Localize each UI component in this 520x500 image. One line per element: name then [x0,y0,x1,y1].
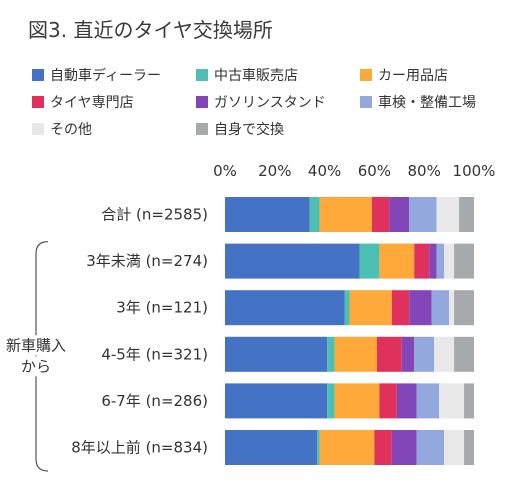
x-tick-label: 100% [453,162,496,180]
bar-segment [319,430,375,465]
bar-segment [225,336,328,372]
bar-segment [389,197,410,232]
bar-segment [225,290,345,326]
bar-segment [409,290,432,326]
bar-segment [319,197,372,232]
bar-segment [436,243,445,279]
legend-swatch [32,123,44,135]
bar-segment [327,336,335,372]
bar-segment [449,290,455,326]
bar-segment [414,243,430,279]
legend-swatch [360,69,372,81]
category-label: 3年 (n=121) [116,299,208,317]
category-label: 4-5年 (n=321) [101,345,208,363]
legend-item: カー用品店 [360,64,448,86]
bar-segment [309,197,320,232]
legend-label: 自身で交換 [214,122,284,138]
bar-segment [374,430,392,465]
legend-label: 自動車ディーラー [50,68,162,84]
bar-segment [391,430,417,465]
x-tick-label: 20% [258,162,291,180]
bar-segment [359,243,380,279]
legend-swatch [196,96,208,108]
bar-segment [317,430,320,465]
bar-segment [376,336,402,372]
bar-segment [416,383,440,419]
legend-label: 車検・整備工場 [378,95,476,111]
legend-item: ガソリンスタンド [196,91,326,113]
legend-swatch [32,96,44,108]
bar-segment [344,290,350,326]
legend-swatch [196,123,208,135]
bar-segment [396,383,417,419]
legend-swatch [360,96,372,108]
bar-segment [225,197,310,232]
legend-item: 車検・整備工場 [360,91,476,113]
x-tick-label: 80% [408,162,441,180]
bar-segment [225,383,328,419]
bar-segment [436,197,460,232]
legend-item: 自身で交換 [196,118,284,140]
category-label: 8年以上前 (n=834) [71,439,208,457]
legend-item: タイヤ専門店 [32,91,134,113]
legend-swatch [196,69,208,81]
bar-segment [444,243,455,279]
bar-segment [464,430,474,465]
legend-label: カー用品店 [378,68,448,84]
x-tick-label: 0% [213,162,237,180]
bar-segment [444,430,465,465]
bar-segment [434,336,455,372]
chart-legend: 自動車ディーラー 中古車販売店 カー用品店タイヤ専門店 ガソリンスタンド 車検・整備工場… [32,64,512,146]
category-label: 6-7年 (n=286) [101,392,208,410]
bar-segment [349,290,392,326]
bar-segment [334,383,380,419]
x-tick-label: 40% [308,162,341,180]
bar-segment [334,336,377,372]
legend-item: その他 [32,118,92,140]
chart-title: 図3. 直近のタイヤ交換場所 [28,18,273,42]
bar-segment [379,383,397,419]
bar-segment [414,336,435,372]
group-label-bg [4,356,68,377]
bar-segment [431,290,450,326]
bar-segment [225,430,318,465]
bar-segment [416,430,445,465]
group-label-bg [4,335,68,356]
legend-label: その他 [50,122,92,138]
bar-segment [379,243,415,279]
bar-segment [459,197,474,232]
bar-segment [391,290,410,326]
bar-segment [454,290,474,326]
legend-label: ガソリンスタンド [214,95,326,111]
legend-item: 自動車ディーラー [32,64,161,86]
bar-segment [439,383,465,419]
group-label-line: 新車購入 [6,336,66,354]
bar-segment [401,336,415,372]
legend-item: 中古車販売店 [196,64,298,86]
legend-label: タイヤ専門店 [50,95,134,111]
group-label-line: から [21,357,51,375]
category-label: 合計 (n=2585) [101,206,208,224]
bar-segment [464,383,474,419]
legend-label: 中古車販売店 [214,68,298,84]
bar-segment [327,383,335,419]
bar-segment [225,243,360,279]
bar-segment [409,197,437,232]
legend-swatch [32,69,44,81]
category-label: 3年未満 (n=274) [86,252,208,270]
bar-segment [454,336,474,372]
x-tick-label: 60% [358,162,391,180]
bar-segment [371,197,390,232]
bar-segment [454,243,474,279]
bar-segment [429,243,437,279]
